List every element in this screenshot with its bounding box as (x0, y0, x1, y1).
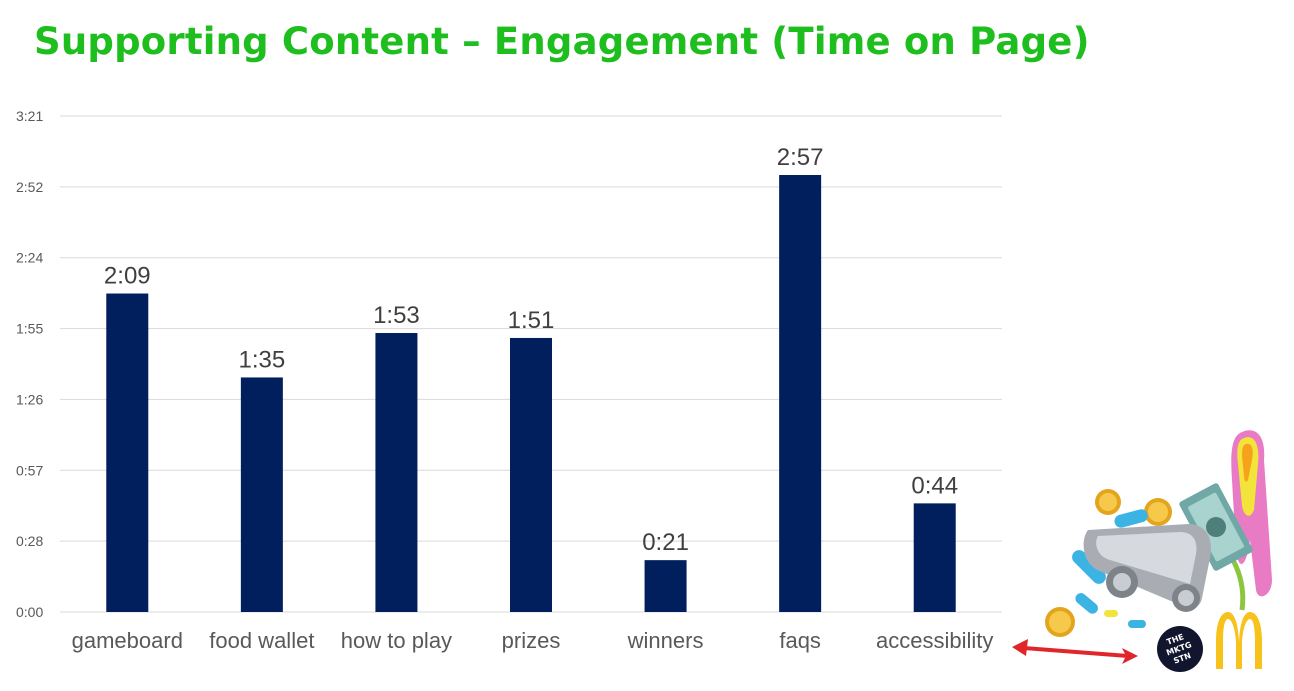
value-label: 0:21 (642, 529, 689, 556)
y-tick-label: 0:28 (16, 533, 43, 549)
promo-decoration: THE MKTG STN (1012, 430, 1272, 672)
bar-winners (644, 560, 687, 612)
y-tick-label: 2:52 (16, 179, 43, 195)
x-tick-label: prizes (502, 628, 561, 653)
bar-chart: 0:00 0:28 0:57 1:26 1:55 2:24 2:52 3:21 2:09 1:3… (16, 108, 1002, 653)
value-label: 1:35 (238, 346, 285, 373)
arrow-icon (1012, 639, 1138, 664)
y-tick-label: 1:26 (16, 391, 43, 407)
bar-how-to-play (375, 333, 418, 612)
bar-accessibility (913, 503, 956, 612)
coin-icon (1045, 489, 1172, 637)
bars (106, 175, 956, 612)
bar-gameboard (106, 293, 149, 612)
x-tick-label: food wallet (209, 628, 314, 653)
x-tick-label: how to play (341, 628, 452, 653)
x-axis-ticks: gameboard food wallet how to play prizes win… (72, 628, 994, 653)
value-label: 1:51 (508, 307, 555, 334)
y-tick-label: 2:24 (16, 250, 43, 266)
bar-prizes (510, 337, 552, 612)
slide-title: Supporting Content – Engagement (Time on… (34, 20, 1090, 63)
y-tick-label: 3:21 (16, 108, 43, 124)
y-tick-label: 0:57 (16, 462, 43, 478)
value-label: 0:44 (911, 472, 958, 499)
pill-decor (1072, 509, 1186, 632)
bar-food-wallet (240, 377, 283, 612)
brand-badge: THE MKTG STN (1157, 626, 1203, 672)
money-icon (1179, 483, 1253, 571)
y-tick-label: 1:55 (16, 321, 43, 337)
value-label: 1:53 (373, 302, 420, 329)
value-label: 2:57 (777, 144, 824, 171)
y-axis-ticks: 0:00 0:28 0:57 1:26 1:55 2:24 2:52 3:21 (16, 108, 43, 620)
x-tick-label: gameboard (72, 628, 183, 653)
value-labels: 2:09 1:35 1:53 1:51 0:21 2:57 0:44 (104, 144, 958, 556)
car-token-icon (1083, 524, 1212, 612)
mcdonalds-logo (1216, 612, 1262, 669)
value-label: 2:09 (104, 263, 151, 290)
x-tick-label: accessibility (876, 628, 993, 653)
bar-faqs (779, 175, 822, 612)
x-tick-label: faqs (779, 628, 821, 653)
y-tick-label: 0:00 (16, 604, 43, 620)
x-tick-label: winners (627, 628, 704, 653)
